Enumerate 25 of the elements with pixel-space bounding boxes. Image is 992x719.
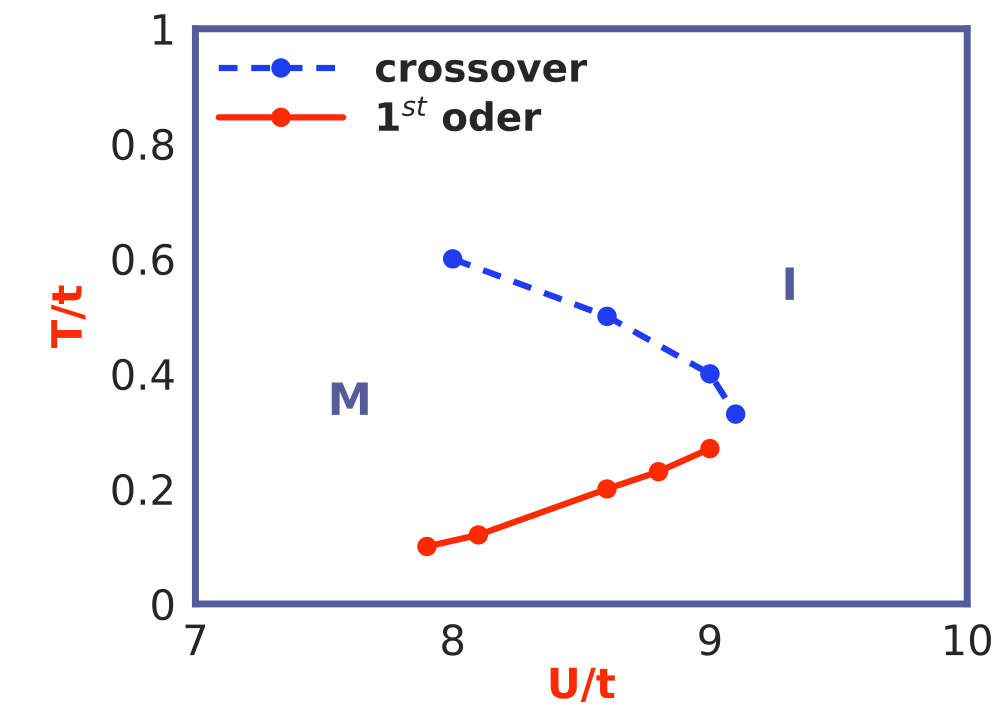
y-tick-label: 0.6 (112, 244, 174, 276)
x-axis-title: U/t (550, 668, 615, 702)
point (442, 249, 462, 269)
y-tick-label: 0.8 (112, 128, 174, 160)
y-axis-title: T/t (51, 286, 86, 348)
point (700, 364, 720, 384)
point (700, 438, 720, 458)
point (417, 536, 437, 556)
x-tick-label: 8 (442, 624, 464, 656)
y-tick-label: 1 (154, 14, 172, 45)
y-tick-label: 0.4 (112, 358, 174, 390)
y-tick-label: 0 (152, 588, 174, 620)
point (648, 462, 668, 482)
y-tick-label: 0.2 (112, 474, 172, 506)
annotation: M (332, 382, 368, 415)
x-tick-label: 9 (699, 624, 720, 656)
x-tick-label: 10 (945, 624, 991, 656)
legend-label: crossover (376, 60, 588, 82)
point (726, 404, 746, 424)
point (468, 525, 488, 545)
point (597, 306, 617, 326)
annotation: I (786, 267, 794, 300)
legend-label: 1$^{st}$ oder (378, 96, 542, 132)
point (597, 479, 617, 499)
x-tick-label: 7 (186, 624, 206, 656)
